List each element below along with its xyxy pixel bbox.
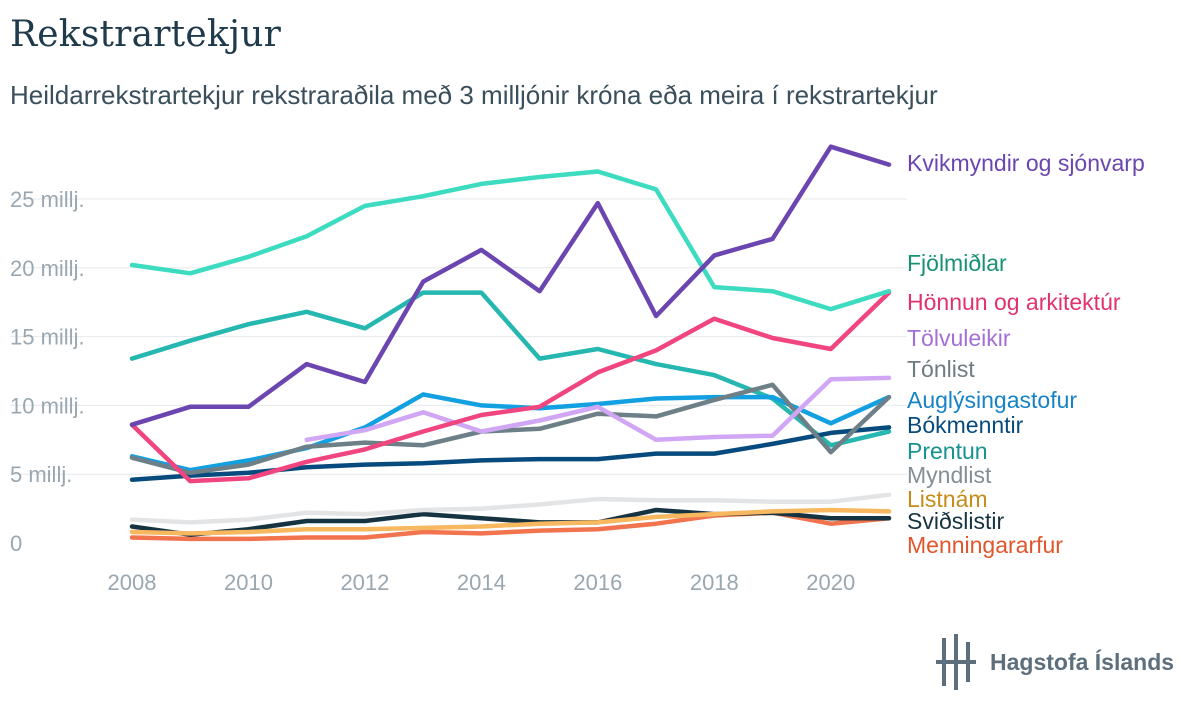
series-labels: Kvikmyndir og sjónvarp Fjölmiðlar Hönnun o…: [907, 150, 1145, 558]
series-line-prentun: [129, 290, 892, 448]
y-tick-label: 25 millj.: [10, 187, 85, 212]
series-line-myndlist: [129, 492, 892, 525]
series-label: Auglýsingastofur: [907, 387, 1077, 413]
series-line-kvikmyndir-og-sj-nvarp: [129, 144, 892, 427]
chart-title: Rekstrartekjur: [10, 14, 281, 55]
series-label: Prentun: [907, 438, 988, 464]
series-label: Sviðslistir: [907, 508, 1004, 534]
series-label: Myndlist: [907, 462, 992, 488]
series-label: Menningararfur: [907, 532, 1063, 558]
series-label: Fjölmiðlar: [907, 250, 1007, 276]
series-label: Tónlist: [907, 356, 975, 382]
x-axis-ticks: 2008 2010 2012 2014 2016 2018 2020: [108, 570, 856, 595]
series-line-b-kmenntir: [129, 425, 892, 482]
x-tick-label: 2018: [690, 570, 739, 595]
x-tick-label: 2010: [224, 570, 273, 595]
x-tick-label: 2014: [457, 570, 506, 595]
hagstofa-logo-icon: [936, 634, 976, 690]
series-line-listn-m: [129, 507, 892, 536]
y-tick-label: 15 millj.: [10, 325, 85, 350]
y-axis-ticks: 0 5 millj. 10 millj. 15 millj. 20 millj. 25 m…: [10, 187, 85, 556]
series-line-fj-lmi-lar: [129, 169, 892, 312]
y-tick-label: 20 millj.: [10, 256, 85, 281]
hagstofa-logo: Hagstofa Íslands: [936, 634, 1174, 690]
series-label: Tölvuleikir: [907, 325, 1011, 351]
x-tick-label: 2012: [340, 570, 389, 595]
series-line-augl-singastofur: [129, 392, 892, 473]
series-line-h-nnun-og-arkitekt-r: [129, 290, 892, 484]
series-label: Listnám: [907, 486, 988, 512]
y-tick-label: 5 millj.: [10, 462, 72, 487]
series-line-t-lvuleikir: [304, 375, 892, 443]
x-tick-label: 2016: [573, 570, 622, 595]
y-tick-label: 0: [10, 531, 22, 556]
x-tick-label: 2008: [108, 570, 157, 595]
y-tick-label: 10 millj.: [10, 393, 85, 418]
series-lines: [129, 144, 892, 542]
chart-subtitle: Heildarrekstrartekjur rekstraraðila með …: [10, 80, 938, 110]
series-label: Kvikmyndir og sjónvarp: [907, 150, 1145, 176]
x-tick-label: 2020: [806, 570, 855, 595]
logo-text: Hagstofa Íslands: [990, 648, 1175, 675]
series-label: Bókmenntir: [907, 412, 1024, 438]
series-line-t-nlist: [129, 382, 892, 476]
series-label: Hönnun og arkitektúr: [907, 289, 1121, 315]
